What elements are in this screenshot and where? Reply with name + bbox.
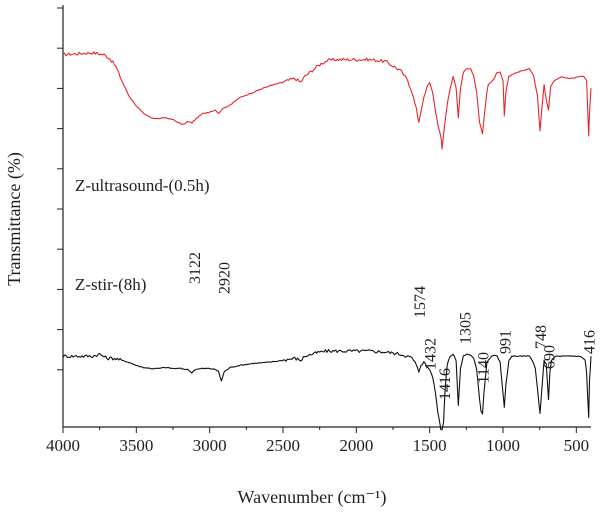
peak-label: 991: [497, 330, 514, 354]
y-axis-title: Transmittance (%): [4, 152, 25, 286]
series-label: Z-ultrasound-(0.5h): [75, 176, 210, 195]
peak-label: 1416: [437, 368, 454, 400]
plot-frame: [62, 5, 591, 428]
series-line: [62, 349, 592, 431]
series-lines: [62, 51, 592, 431]
peak-label: 2920: [216, 262, 233, 294]
y-axis-ticks: [57, 7, 63, 371]
peak-label: 748: [533, 325, 550, 349]
series-labels: Z-ultrasound-(0.5h) Z-stir-(8h): [75, 176, 210, 294]
series-label: Z-stir-(8h): [75, 275, 146, 294]
peak-label: 416: [582, 330, 599, 354]
peak-label: 690: [542, 345, 559, 369]
x-tick-label: 2500: [266, 436, 300, 455]
peak-label: 1432: [423, 338, 440, 370]
x-tick-label: 4000: [46, 436, 80, 455]
peak-label: 1574: [412, 286, 429, 318]
series-line: [62, 51, 592, 150]
peak-label: 3122: [187, 252, 204, 284]
x-tick-label: 2000: [339, 436, 373, 455]
peak-label: 1305: [457, 312, 474, 344]
peak-label: 1140: [476, 352, 493, 383]
x-axis-title: Wavenumber (cm⁻¹): [238, 487, 387, 508]
x-tick-label: 1000: [486, 436, 520, 455]
x-tick-label: 1500: [413, 436, 447, 455]
x-tick-label: 3500: [119, 436, 153, 455]
x-axis-ticks: 4000 3500 3000 2500 2000 1500 1000 500: [46, 427, 589, 455]
x-tick-label: 500: [564, 436, 590, 455]
x-tick-label: 3000: [193, 436, 227, 455]
